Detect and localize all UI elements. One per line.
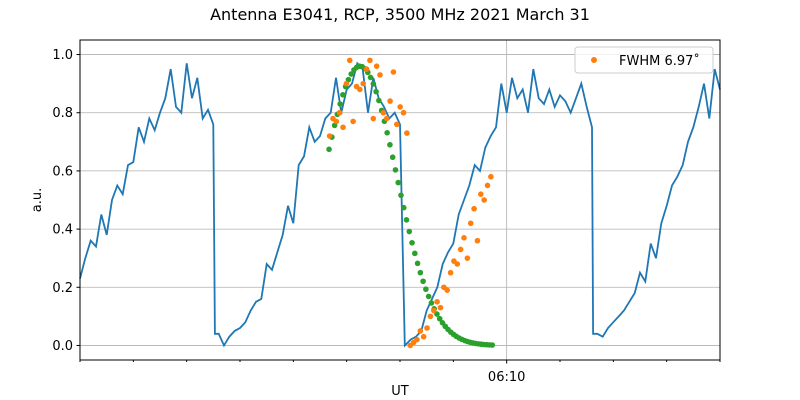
fit-point xyxy=(425,293,432,300)
fwhm-point xyxy=(424,325,430,331)
fwhm-point xyxy=(326,133,333,139)
fwhm-point xyxy=(346,57,353,64)
fwhm-point xyxy=(394,121,400,128)
fwhm-point xyxy=(467,220,474,227)
fwhm-point xyxy=(360,80,367,87)
y-axis-label: a.u. xyxy=(30,188,45,212)
y-tick-label: 1.0 xyxy=(52,48,73,63)
fwhm-point xyxy=(380,109,387,116)
fit-point xyxy=(489,342,496,348)
grid xyxy=(80,40,720,360)
fwhm-point xyxy=(488,173,494,180)
fwhm-point xyxy=(437,304,444,311)
x-tick-label: 06:10 xyxy=(488,370,525,385)
fit-point xyxy=(412,250,418,257)
fit-point xyxy=(395,179,402,186)
fwhm-point xyxy=(363,66,370,72)
legend-marker-fwhm xyxy=(591,57,597,63)
fit-point xyxy=(414,260,421,267)
fwhm-point xyxy=(343,80,350,87)
fwhm-point xyxy=(454,261,461,267)
fit-point xyxy=(406,228,413,235)
fwhm-point xyxy=(478,191,484,197)
fwhm-point xyxy=(387,98,393,104)
fit-point xyxy=(384,129,390,136)
fwhm-point xyxy=(340,124,346,131)
fit-point xyxy=(389,154,396,161)
fwhm-point xyxy=(350,118,356,125)
fwhm-point xyxy=(444,287,451,293)
fit-point xyxy=(387,141,393,148)
fit-point xyxy=(337,101,343,107)
fit-point xyxy=(400,204,407,211)
ticks: 0.0 0.2 0.4 0.6 0.8 1.0 06:10 xyxy=(52,48,721,385)
chart-title: Antenna E3041, RCP, 3500 MHz 2021 March … xyxy=(210,5,590,24)
fit-point xyxy=(420,278,426,285)
fit-point xyxy=(376,97,382,104)
plot-area xyxy=(79,57,721,349)
legend: FWHM 6.97˚ xyxy=(574,46,714,74)
fit-point xyxy=(367,74,374,81)
axes-frame xyxy=(79,39,721,361)
fit-point xyxy=(436,315,443,322)
fit-point xyxy=(373,88,379,95)
y-tick-label: 0.0 xyxy=(52,339,73,354)
fwhm-point xyxy=(427,313,434,320)
x-axis-label: UT xyxy=(391,384,409,399)
fwhm-point xyxy=(457,246,464,253)
fwhm-point xyxy=(373,63,380,69)
fwhm-point xyxy=(417,328,424,334)
fwhm-point xyxy=(400,109,407,116)
fit-point xyxy=(340,91,346,98)
fit-point xyxy=(403,217,410,223)
fwhm-point xyxy=(414,336,420,343)
fwhm-point xyxy=(333,118,340,125)
fwhm-point xyxy=(481,197,487,203)
fit-point xyxy=(409,239,415,246)
fwhm-point xyxy=(484,182,491,189)
fit-point xyxy=(428,300,435,306)
fwhm-point xyxy=(370,115,377,122)
fwhm-point xyxy=(434,299,440,305)
fit-point xyxy=(423,286,429,293)
y-tick-label: 0.4 xyxy=(52,223,73,238)
fwhm-point xyxy=(336,109,343,116)
fwhm-point xyxy=(447,269,454,276)
fit-point xyxy=(326,146,332,153)
y-tick-label: 0.2 xyxy=(52,281,73,296)
legend-label-fwhm: FWHM 6.97˚ xyxy=(619,53,700,69)
fwhm-point xyxy=(390,69,397,75)
fwhm-point xyxy=(471,205,477,212)
legend-box xyxy=(574,46,714,74)
fit-point xyxy=(417,269,424,276)
y-tick-label: 0.8 xyxy=(52,106,73,121)
fwhm-point xyxy=(397,104,403,110)
y-tick-label: 0.6 xyxy=(52,164,73,179)
fwhm-point xyxy=(464,255,471,261)
fit-point xyxy=(348,71,354,77)
fwhm-point xyxy=(420,333,427,340)
fwhm-point xyxy=(474,237,481,244)
fwhm-point xyxy=(430,307,437,314)
fwhm-point xyxy=(383,115,390,122)
fwhm-point xyxy=(367,57,373,64)
fwhm-point xyxy=(404,130,410,136)
fwhm-point xyxy=(377,72,383,78)
fit-point xyxy=(398,192,404,199)
fit-point xyxy=(370,81,377,87)
fwhm-point xyxy=(357,86,363,93)
fwhm-point xyxy=(461,235,467,241)
signal-line xyxy=(79,61,721,348)
fit-point xyxy=(392,167,399,173)
